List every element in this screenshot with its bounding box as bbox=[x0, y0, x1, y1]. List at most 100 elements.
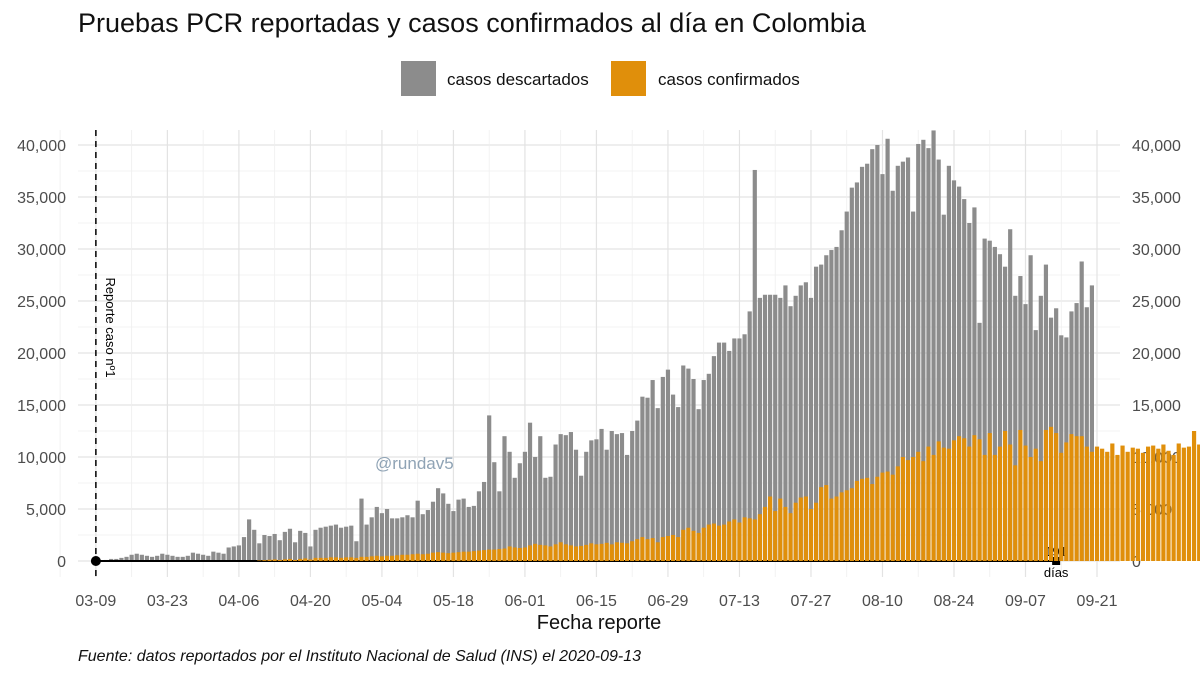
bar-descartados bbox=[742, 334, 747, 561]
bar-descartados bbox=[257, 543, 262, 561]
x-tick-label: 04-06 bbox=[218, 593, 259, 610]
bar-descartados bbox=[512, 477, 517, 561]
bar-descartados bbox=[298, 530, 303, 561]
bar-confirmados bbox=[624, 543, 630, 561]
bar-confirmados bbox=[813, 502, 819, 561]
bar-confirmados bbox=[1008, 444, 1013, 561]
bar-descartados bbox=[292, 542, 298, 561]
bar-confirmados bbox=[916, 451, 921, 561]
bar-descartados bbox=[992, 246, 997, 562]
bar-descartados bbox=[481, 481, 487, 561]
bar-confirmados bbox=[553, 544, 558, 561]
bar-descartados bbox=[579, 475, 584, 561]
bar-descartados bbox=[374, 506, 379, 561]
bar-confirmados bbox=[272, 559, 277, 561]
bar-descartados bbox=[681, 365, 686, 561]
bar-descartados bbox=[686, 368, 691, 561]
bar-descartados bbox=[793, 295, 798, 561]
bar-confirmados bbox=[875, 476, 880, 561]
bar-descartados bbox=[829, 250, 834, 562]
bar-confirmados bbox=[609, 544, 614, 561]
bar-descartados bbox=[859, 166, 865, 561]
bar-confirmados bbox=[727, 521, 732, 561]
bar-confirmados bbox=[527, 545, 533, 561]
bar-descartados bbox=[630, 431, 635, 561]
bar-descartados bbox=[803, 282, 808, 561]
bar-confirmados bbox=[543, 545, 548, 561]
bar-confirmados bbox=[1059, 452, 1064, 561]
bar-confirmados bbox=[338, 557, 344, 561]
bar-confirmados bbox=[885, 471, 890, 561]
bar-confirmados bbox=[461, 551, 466, 561]
x-tick-label: 08-10 bbox=[862, 593, 903, 610]
bar-descartados bbox=[798, 285, 803, 561]
bar-descartados bbox=[114, 558, 119, 561]
bar-descartados bbox=[543, 477, 548, 561]
bar-confirmados bbox=[941, 447, 946, 561]
bar-descartados bbox=[951, 180, 957, 562]
bar-descartados bbox=[757, 297, 762, 561]
y-tick-label-right: 25,000 bbox=[1132, 294, 1181, 311]
bar-descartados bbox=[527, 422, 533, 561]
x-tick-label: 03-23 bbox=[147, 593, 188, 610]
bar-descartados bbox=[655, 408, 660, 561]
bar-descartados bbox=[1028, 255, 1033, 562]
bar-confirmados bbox=[384, 555, 390, 561]
bar-confirmados bbox=[1013, 465, 1018, 561]
bar-descartados bbox=[517, 463, 522, 561]
bar-confirmados bbox=[706, 524, 711, 561]
bar-descartados bbox=[819, 264, 824, 561]
bar-confirmados bbox=[604, 542, 609, 561]
bar-descartados bbox=[436, 488, 441, 561]
bar-confirmados bbox=[737, 522, 742, 561]
bar-descartados bbox=[854, 182, 860, 561]
bar-descartados bbox=[568, 432, 574, 561]
bar-confirmados bbox=[655, 542, 660, 561]
bar-confirmados bbox=[1171, 454, 1176, 561]
bar-confirmados bbox=[1115, 454, 1120, 561]
bar-descartados bbox=[563, 435, 568, 561]
bar-descartados bbox=[241, 537, 247, 561]
legend-swatch-descartados bbox=[401, 61, 436, 96]
bar-descartados bbox=[553, 444, 558, 561]
bar-descartados bbox=[839, 230, 844, 561]
bar-confirmados bbox=[1197, 444, 1200, 561]
bar-confirmados bbox=[926, 446, 931, 561]
bar-confirmados bbox=[752, 519, 757, 561]
legend-swatch-confirmados bbox=[611, 61, 646, 96]
bar-confirmados bbox=[1176, 443, 1181, 561]
bar-confirmados bbox=[430, 552, 436, 561]
bar-descartados bbox=[231, 546, 236, 561]
x-axis: 03-09 03-23 04-06 04-20 05-04 05-18 06-01 06-15… bbox=[75, 593, 1117, 610]
bar-confirmados bbox=[1054, 433, 1059, 561]
bar-descartados bbox=[430, 501, 436, 561]
bar-descartados bbox=[849, 187, 854, 561]
y-tick-label-left: 25,000 bbox=[17, 294, 66, 311]
bar-descartados bbox=[359, 498, 364, 561]
bar-descartados bbox=[497, 491, 502, 561]
timeline-start-dot bbox=[90, 556, 101, 566]
bar-confirmados bbox=[711, 523, 717, 561]
bar-confirmados bbox=[865, 477, 870, 561]
bar-confirmados bbox=[660, 537, 665, 561]
bar-descartados bbox=[768, 294, 773, 561]
bar-confirmados bbox=[681, 529, 686, 561]
bar-confirmados bbox=[379, 556, 385, 561]
bar-confirmados bbox=[778, 498, 783, 561]
bar-descartados bbox=[267, 536, 272, 561]
first-case-label: Reporte caso nº1 bbox=[103, 277, 118, 377]
x-tick-label: 06-15 bbox=[576, 593, 617, 610]
bar-descartados bbox=[880, 174, 885, 561]
bar-descartados bbox=[727, 350, 732, 561]
bar-confirmados bbox=[987, 433, 992, 561]
bar-confirmados bbox=[854, 480, 860, 561]
bar-descartados bbox=[287, 528, 293, 561]
bar-confirmados bbox=[619, 542, 625, 561]
bar-confirmados bbox=[967, 446, 972, 561]
bar-descartados bbox=[722, 342, 727, 561]
bar-confirmados bbox=[839, 492, 844, 561]
bar-confirmados bbox=[1151, 445, 1156, 561]
bar-confirmados bbox=[819, 487, 824, 561]
bar-descartados bbox=[456, 499, 461, 561]
